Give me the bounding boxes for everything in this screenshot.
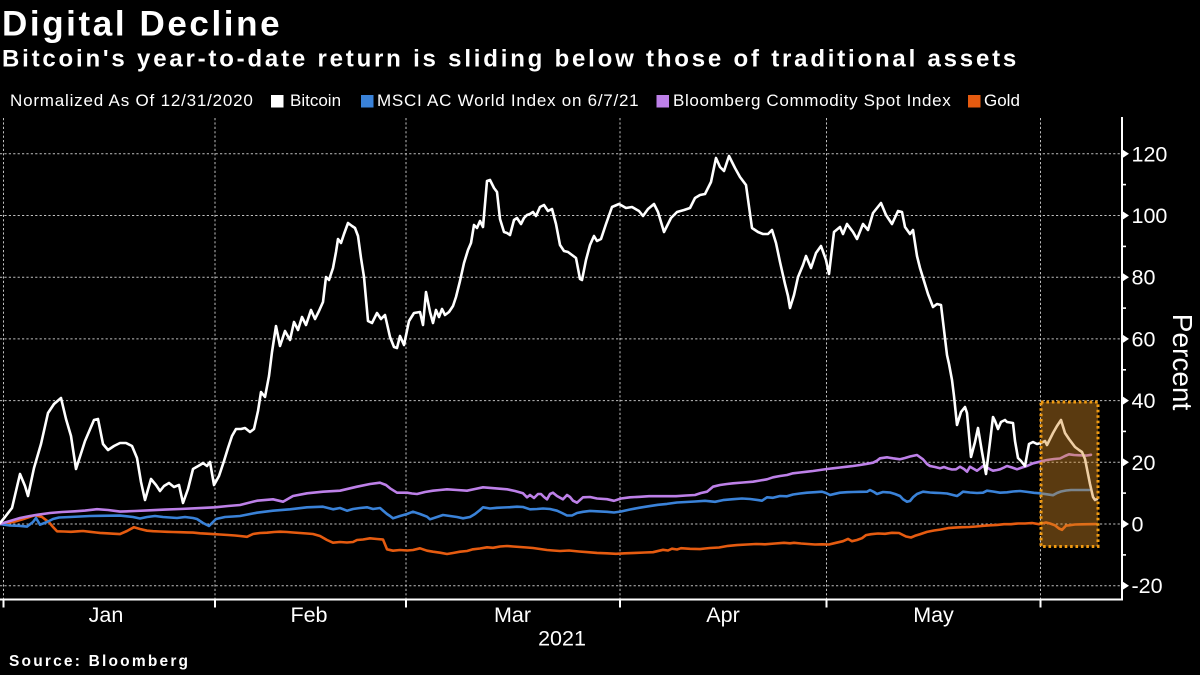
svg-text:May: May xyxy=(913,603,954,627)
svg-text:Mar: Mar xyxy=(494,603,531,627)
svg-text:Digital Decline: Digital Decline xyxy=(2,5,282,44)
svg-text:80: 80 xyxy=(1132,266,1156,290)
svg-text:Jan: Jan xyxy=(89,603,124,627)
svg-text:20: 20 xyxy=(1132,451,1156,475)
svg-text:-20: -20 xyxy=(1132,574,1163,598)
svg-text:2021: 2021 xyxy=(538,627,586,651)
svg-text:Gold: Gold xyxy=(984,91,1020,110)
svg-text:Apr: Apr xyxy=(706,603,739,627)
svg-text:100: 100 xyxy=(1132,204,1168,228)
svg-text:Normalized As Of 12/31/2020: Normalized As Of 12/31/2020 xyxy=(10,91,254,110)
svg-text:40: 40 xyxy=(1132,389,1156,413)
svg-text:Bitcoin's year-to-date return: Bitcoin's year-to-date return is sliding… xyxy=(2,46,1019,73)
svg-text:0: 0 xyxy=(1132,513,1144,537)
svg-text:Source: Bloomberg: Source: Bloomberg xyxy=(9,653,190,670)
svg-text:Percent: Percent xyxy=(1167,314,1198,411)
svg-text:Bloomberg Commodity Spot Index: Bloomberg Commodity Spot Index xyxy=(673,91,951,110)
svg-text:60: 60 xyxy=(1132,327,1156,351)
svg-text:Feb: Feb xyxy=(290,603,327,627)
svg-text:120: 120 xyxy=(1132,142,1168,166)
svg-text:Bitcoin: Bitcoin xyxy=(290,91,341,110)
svg-text:MSCI AC World Index on 6/7/21: MSCI AC World Index on 6/7/21 xyxy=(377,91,639,110)
